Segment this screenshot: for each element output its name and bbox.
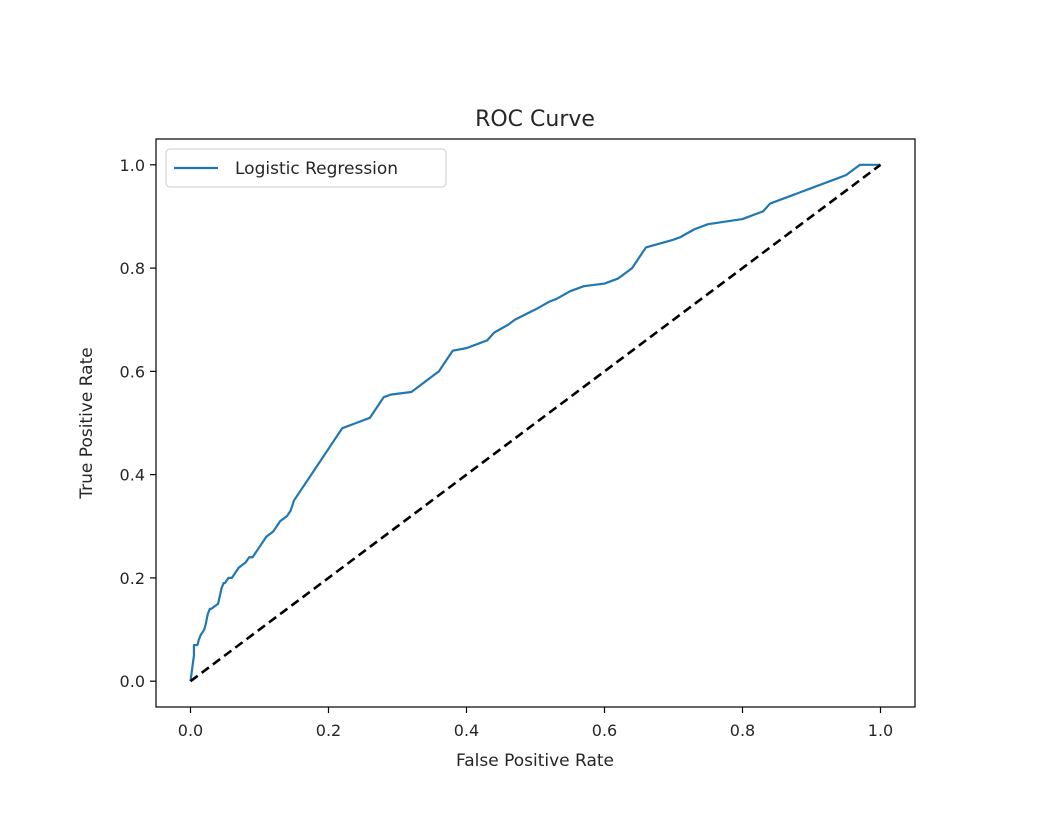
x-tick-label: 0.8: [730, 721, 755, 740]
y-tick-label: 0.8: [120, 259, 145, 278]
legend: Logistic Regression: [165, 148, 447, 188]
series-line-logistic-regression: [189, 163, 881, 682]
y-axis-ticks: 0.0 0.2 0.4 0.6 0.8 1.0: [120, 156, 156, 691]
series-line-diagonal-reference: [189, 163, 882, 683]
x-tick-label: 0.6: [592, 721, 617, 740]
y-tick-label: 0.4: [120, 466, 145, 485]
x-axis-label: False Positive Rate: [456, 751, 614, 771]
x-tick-label: 0.0: [178, 721, 203, 740]
y-axis-label: True Positive Rate: [77, 347, 97, 499]
y-tick-label: 1.0: [120, 156, 145, 175]
y-tick-label: 0.2: [120, 569, 145, 588]
x-axis-ticks: 0.0 0.2 0.4 0.6 0.8 1.0: [178, 707, 893, 740]
series-layer: [189, 163, 882, 683]
plot-frame: [155, 138, 916, 708]
x-tick-label: 0.2: [316, 721, 341, 740]
x-tick-label: 1.0: [868, 721, 893, 740]
legend-box: [165, 148, 447, 188]
legend-label-logistic-regression: Logistic Regression: [235, 159, 398, 179]
chart-title: ROC Curve: [475, 107, 595, 132]
x-tick-label: 0.4: [454, 721, 479, 740]
y-tick-label: 0.6: [120, 362, 145, 381]
y-tick-label: 0.0: [120, 672, 145, 691]
